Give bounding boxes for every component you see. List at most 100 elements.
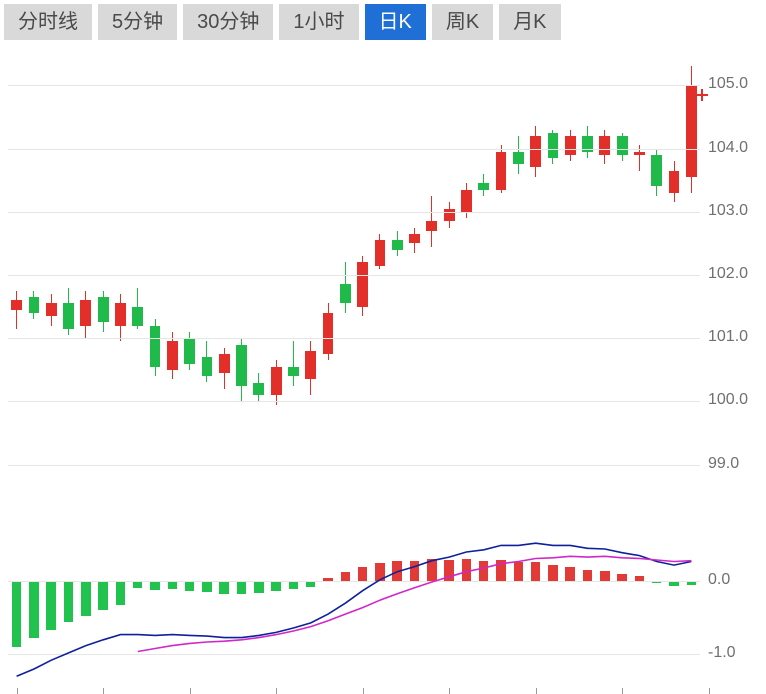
macd-hist-bar [617,574,627,581]
candle-body [392,240,403,249]
candle-body [375,240,386,265]
macd-hist-bar [375,563,385,581]
last-price-marker [701,89,703,101]
candle-body [444,209,455,222]
y-axis-label: 104.0 [708,139,748,157]
macd-hist-bar [12,581,22,647]
x-tick [536,688,537,694]
grid-line [8,338,700,339]
candle-body [478,183,489,189]
macd-hist-bar [237,581,247,594]
macd-hist-bar [46,581,56,629]
candle-wick [293,341,294,385]
candle-body [357,262,368,306]
candle-body [115,303,126,325]
macd-hist-bar [479,561,489,581]
x-tick [709,688,710,694]
macd-hist-bar [289,581,299,589]
tab-1hour[interactable]: 1小时 [279,4,358,40]
y-axis-label: -1.0 [708,644,736,662]
grid-line [8,654,700,655]
candle-body [565,136,576,155]
macd-hist-bar [531,562,541,581]
macd-hist-bar [185,581,195,591]
y-axis-label: 99.0 [708,455,739,473]
candle-body [46,303,57,316]
candle-body [548,133,559,158]
candle-body [530,136,541,168]
macd-hist-bar [583,570,593,582]
candle-body [150,326,161,367]
macd-hist-bar [168,581,178,589]
grid-line [8,401,700,402]
grid-line [8,465,700,466]
macd-hist-bar [444,560,454,581]
tab-tick[interactable]: 分时线 [4,4,92,40]
macd-hist-bar [496,560,506,581]
x-tick [622,688,623,694]
macd-hist-bar [358,567,368,582]
x-tick [276,688,277,694]
macd-hist-bar [427,559,437,581]
y-axis-label: 101.0 [708,328,748,346]
y-axis-label: 102.0 [708,265,748,283]
candle-body [271,367,282,395]
macd-hist-bar [219,581,229,593]
candle-body [80,300,91,325]
macd-hist-bar [64,581,74,622]
y-axis-label: 100.0 [708,391,748,409]
y-axis-label: 0.0 [708,571,730,589]
candle-body [288,367,299,376]
grid-line [8,149,700,150]
x-tick [17,688,18,694]
tab-month-k[interactable]: 月K [499,4,560,40]
macd-hist-bar [81,581,91,615]
candle-body [461,190,472,212]
candle-body [686,85,697,177]
macd-hist-bar [548,565,558,581]
candle-body [167,341,178,369]
macd-hist-bar [29,581,39,638]
grid-line [8,212,700,213]
macd-hist-bar [116,581,126,604]
tab-day-k[interactable]: 日K [365,4,426,40]
macd-hist-bar [98,581,108,610]
macd-hist-bar [271,581,281,591]
candle-body [253,383,264,396]
x-tick [363,688,364,694]
grid-line [8,275,700,276]
y-axis-label: 103.0 [708,202,748,220]
macd-hist-bar [600,571,610,581]
macd-dif-line [17,543,692,676]
candle-body [426,221,437,230]
candle-body [236,345,247,386]
macd-hist-bar [462,559,472,581]
candle-body [29,297,40,313]
tab-5min[interactable]: 5分钟 [98,4,177,40]
candle-body [496,152,507,190]
tab-week-k[interactable]: 周K [432,4,493,40]
grid-line [8,85,700,86]
candle-body [323,313,334,354]
tab-30min[interactable]: 30分钟 [183,4,273,40]
macd-hist-bar [565,567,575,582]
candle-body [669,171,680,193]
macd-hist-bar [150,581,160,590]
candle-body [132,307,143,326]
candle-body [219,354,230,373]
macd-hist-bar [254,581,264,593]
candle-body [184,338,195,363]
x-tick [103,688,104,694]
y-axis-label: 105.0 [708,75,748,93]
candle-body [305,351,316,379]
timeframe-tabs: 分时线 5分钟 30分钟 1小时 日K 周K 月K [4,4,561,40]
macd-hist-bar [341,572,351,581]
candle-body [202,357,213,376]
candle-body [617,136,628,155]
grid-line [8,581,700,582]
macd-hist-bar [514,562,524,581]
candle-body [98,297,109,322]
candle-body [340,284,351,303]
x-tick [449,688,450,694]
candle-body [409,234,420,243]
